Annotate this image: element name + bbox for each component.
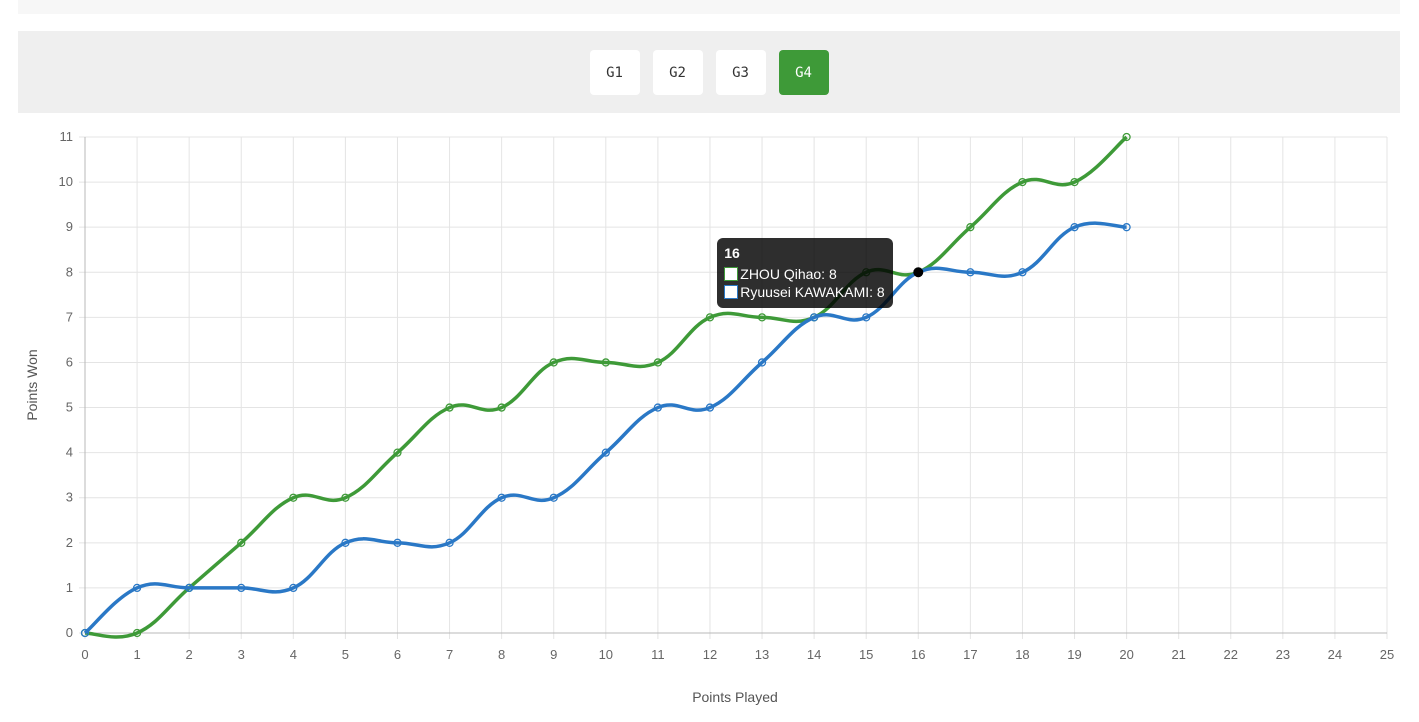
data-point [237,583,246,593]
tab-g1[interactable]: G1 [589,50,640,95]
series-line-zhou [84,135,1128,639]
series-line-kawakami [83,221,1127,635]
y-tick-label: 3 [66,490,73,505]
data-point [289,583,298,593]
x-tick-label: 17 [963,647,977,662]
data-point [705,313,715,322]
y-tick-label: 2 [66,535,73,550]
x-tick-label: 12 [703,647,717,662]
x-tick-label: 13 [755,647,769,662]
x-tick-label: 20 [1119,647,1133,662]
x-tick-label: 0 [81,647,88,662]
game-tabs: G1 G2 G3 G4 [18,50,1400,95]
top-strip [18,0,1400,14]
data-point [966,223,975,232]
y-tick-label: 10 [59,174,73,189]
tab-g4[interactable]: G4 [778,50,829,95]
data-point [289,493,298,502]
data-point [549,358,558,367]
hover-point [913,267,924,278]
data-point [601,448,610,457]
data-point [497,493,506,502]
data-point [601,358,610,367]
data-point [445,403,454,412]
data-point [341,538,350,547]
data-point [862,313,871,322]
y-tick-label: 5 [66,400,73,415]
x-tick-label: 25 [1380,647,1394,662]
tab-g2[interactable]: G2 [652,50,703,95]
y-tick-label: 4 [66,445,73,460]
y-tick-label: 0 [66,625,73,640]
tooltip-swatch-kawakami [724,285,739,300]
x-tick-label: 14 [807,647,821,662]
data-point [1070,177,1079,187]
x-tick-label: 19 [1067,647,1081,662]
tooltip-label-zhou: ZHOU Qihao: 8 [740,266,837,283]
x-tick-label: 9 [550,647,557,662]
tooltip-row: Ryuusei KAWAKAMI: 8 [724,283,885,301]
y-tick-label: 8 [66,264,73,279]
x-tick-label: 22 [1224,647,1238,662]
x-tick-label: 5 [342,647,349,662]
data-point [653,358,663,367]
data-point [1018,177,1027,187]
y-tick-label: 9 [66,219,73,234]
data-point [1018,268,1027,277]
data-point [653,403,663,412]
chart-tooltip: 16 ZHOU Qihao: 8 Ryuusei KAWAKAMI: 8 [717,238,893,309]
y-tick-label: 1 [66,580,73,595]
data-point [1122,223,1131,232]
y-tick-label: 6 [66,354,73,369]
tooltip-swatch-zhou [724,267,739,282]
data-point [757,313,767,322]
tooltip-title: 16 [724,245,740,262]
data-point [966,268,975,277]
data-point [1122,132,1131,142]
data-point [237,538,246,547]
tab-g3[interactable]: G3 [715,50,766,95]
data-point [445,538,454,547]
x-tick-label: 11 [651,647,665,662]
data-point [341,493,350,502]
x-tick-label: 23 [1276,647,1290,662]
data-point [185,583,194,593]
x-tick-label: 24 [1328,647,1342,662]
tooltip-row: ZHOU Qihao: 8 [724,265,884,283]
x-tick-label: 10 [599,647,613,662]
data-point [132,583,142,593]
tooltip-label-kawakami: Ryuusei KAWAKAMI: 8 [740,284,885,301]
x-tick-label: 3 [238,647,245,662]
data-point [80,628,90,638]
y-tick-label: 7 [66,309,73,324]
x-tick-label: 2 [186,647,193,662]
data-point [132,628,142,638]
x-tick-label: 7 [446,647,453,662]
y-tick-label: 11 [60,129,74,144]
data-point [757,358,767,367]
x-tick-label: 1 [133,647,140,662]
y-axis-title: Points Won [24,349,40,420]
data-point [1070,223,1079,232]
data-point [809,313,819,322]
data-point [705,403,715,412]
data-point [497,403,506,412]
x-tick-label: 6 [394,647,401,662]
x-tick-label: 16 [911,647,925,662]
x-tick-label: 21 [1171,647,1185,662]
x-axis-title: Points Played [692,689,778,705]
data-point [393,538,402,547]
x-tick-label: 4 [290,647,297,662]
x-tick-label: 8 [498,647,505,662]
data-point [549,493,558,502]
x-tick-label: 15 [859,647,873,662]
game-tab-bar: G1 G2 G3 G4 [18,31,1400,113]
points-chart[interactable]: 0 1 2 3 4 5 6 7 8 9 10 11 12 13 14 15 16 17 18 19 20 21 22 23 24… [0,118,1419,722]
x-tick-label: 18 [1015,647,1029,662]
data-point [393,448,402,457]
